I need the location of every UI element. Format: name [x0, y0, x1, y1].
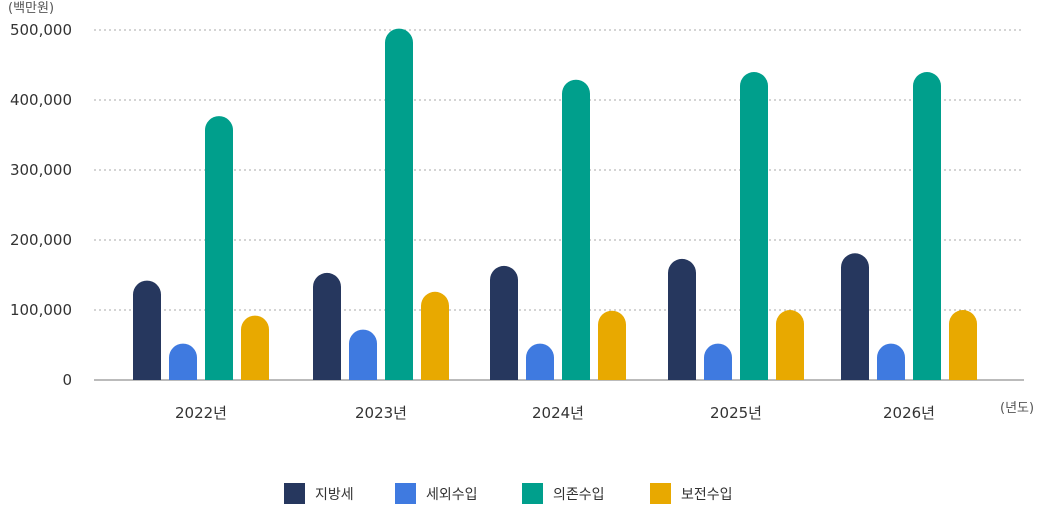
y-tick-label: 400,000	[10, 91, 72, 109]
y-axis-ticks: 0 100,000 200,000 300,000 400,000 500,000	[10, 21, 72, 389]
x-tick-label: 2023년	[355, 404, 407, 422]
bar-보전수입-2025년	[776, 310, 804, 380]
bar-세외수입-2022년	[169, 343, 197, 380]
x-axis-unit: (년도)	[1000, 401, 1034, 416]
legend-swatch	[395, 483, 416, 504]
y-tick-label: 200,000	[10, 231, 72, 249]
legend-swatch	[522, 483, 543, 504]
bar-의존수입-2025년	[740, 72, 768, 380]
bar-보전수입-2022년	[241, 315, 269, 380]
bar-의존수입-2026년	[913, 72, 941, 380]
legend-swatch	[650, 483, 671, 504]
legend-label: 의존수입	[553, 487, 605, 503]
legend: 지방세 세외수입 의존수입 보전수입	[284, 483, 733, 504]
bar-세외수입-2026년	[877, 343, 905, 380]
bar-세외수입-2024년	[526, 343, 554, 380]
bar-보전수입-2023년	[421, 291, 449, 380]
bar-보전수입-2026년	[949, 310, 977, 380]
y-tick-label: 300,000	[10, 161, 72, 179]
x-tick-label: 2025년	[710, 404, 762, 422]
grid-lines	[94, 29, 1024, 311]
x-tick-label: 2024년	[532, 404, 584, 422]
bar-지방세-2025년	[668, 258, 696, 380]
legend-label: 세외수입	[426, 487, 478, 503]
bar-세외수입-2025년	[704, 343, 732, 380]
legend-swatch	[284, 483, 305, 504]
bars	[133, 28, 977, 381]
bar-지방세-2026년	[841, 253, 869, 380]
bar-세외수입-2023년	[349, 329, 377, 380]
y-tick-label: 500,000	[10, 21, 72, 39]
bar-지방세-2023년	[313, 272, 341, 380]
bar-지방세-2022년	[133, 280, 161, 380]
legend-label: 지방세	[315, 487, 354, 503]
y-tick-label: 0	[62, 371, 72, 389]
bar-보전수입-2024년	[598, 310, 626, 380]
legend-label: 보전수입	[681, 487, 733, 503]
y-axis-unit: (백만원)	[8, 1, 54, 16]
bar-지방세-2024년	[490, 265, 518, 380]
bar-의존수입-2023년	[385, 28, 413, 380]
x-axis-ticks: 2022년 2023년 2024년 2025년 2026년	[175, 404, 935, 422]
bar-의존수입-2022년	[205, 116, 233, 381]
bar-의존수입-2024년	[562, 79, 590, 380]
x-tick-label: 2022년	[175, 404, 227, 422]
x-tick-label: 2026년	[883, 404, 935, 422]
y-tick-label: 100,000	[10, 301, 72, 319]
